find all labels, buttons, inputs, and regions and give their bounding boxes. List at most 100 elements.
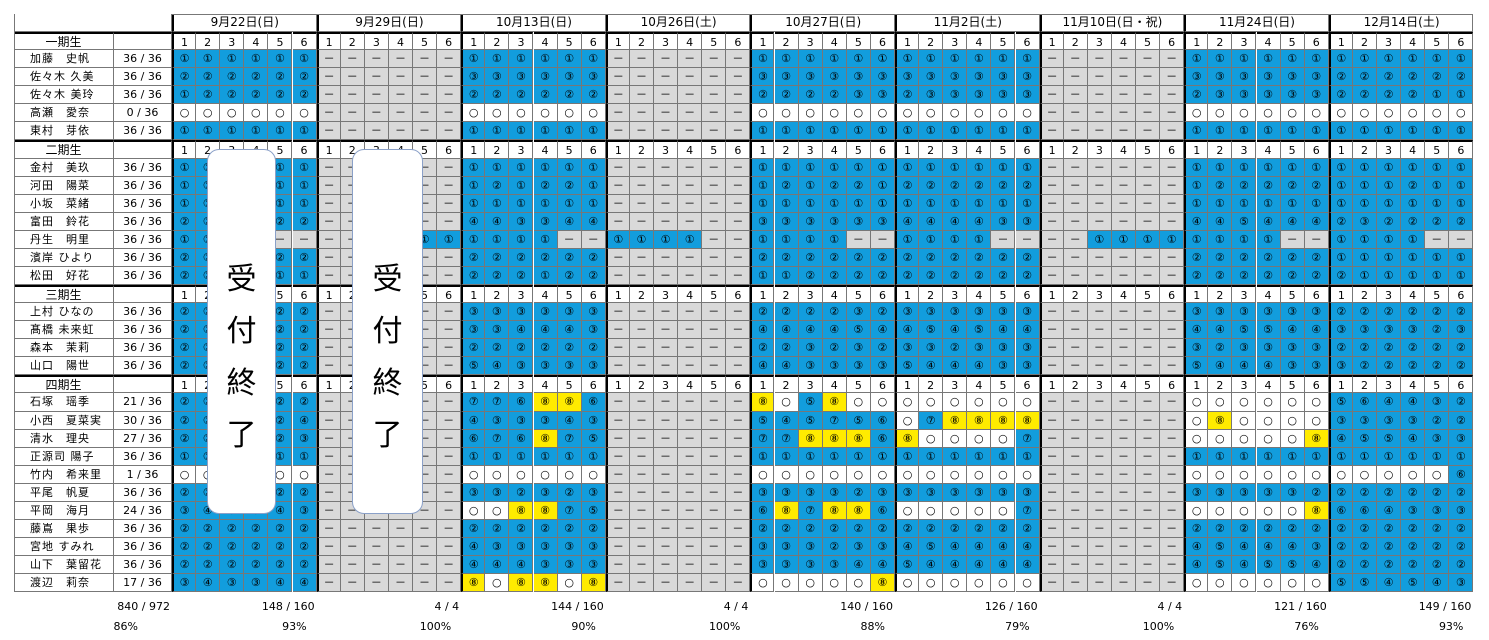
slot-cell: ② bbox=[798, 248, 823, 267]
slot-cell: ③ bbox=[581, 321, 606, 340]
slot-cell: － bbox=[364, 574, 389, 593]
slot-cell: － bbox=[1087, 429, 1112, 448]
slot-cell: ③ bbox=[292, 429, 317, 448]
slot-number: 6 bbox=[1160, 32, 1185, 51]
slot-cell: － bbox=[1087, 483, 1112, 502]
slot-cell: ○ bbox=[1304, 465, 1329, 484]
slot-cell: ① bbox=[1280, 194, 1305, 213]
slot-cell: － bbox=[629, 194, 654, 213]
slot-cell: ② bbox=[798, 86, 823, 105]
slot-cell: ① bbox=[533, 194, 558, 213]
slot-number: 1 bbox=[1184, 32, 1209, 51]
slot-cell: ○ bbox=[774, 393, 799, 412]
slot-cell: ① bbox=[774, 194, 799, 213]
member-name: 佐々木 久美 bbox=[14, 68, 114, 87]
slot-cell: － bbox=[678, 519, 703, 539]
slot-cell: ④ bbox=[750, 321, 775, 340]
slot-cell: － bbox=[654, 483, 679, 502]
slot-cell: ② bbox=[1208, 339, 1233, 358]
slot-cell: － bbox=[726, 230, 751, 249]
slot-cell: ② bbox=[822, 266, 847, 286]
slot-number: 1 bbox=[1184, 140, 1209, 159]
slot-cell: － bbox=[1136, 266, 1161, 286]
slot-cell: － bbox=[316, 501, 341, 520]
slot-cell: ② bbox=[557, 86, 582, 105]
slot-cell: ○ bbox=[822, 465, 847, 484]
slot-cell: － bbox=[1136, 411, 1161, 430]
slot-cell: ① bbox=[1256, 122, 1281, 141]
slot-cell: － bbox=[316, 465, 341, 484]
slot-cell: ⑧ bbox=[533, 429, 558, 448]
slot-cell: ④ bbox=[509, 556, 534, 575]
slot-cell: ○ bbox=[1208, 465, 1233, 484]
slot-cell: － bbox=[605, 411, 630, 430]
slot-cell: － bbox=[388, 68, 413, 87]
slot-cell: － bbox=[629, 447, 654, 466]
slot-cell: － bbox=[1039, 357, 1064, 376]
slot-cell: ① bbox=[967, 50, 992, 69]
slot-cell: ○ bbox=[1401, 465, 1426, 484]
slot-cell: ① bbox=[244, 122, 269, 141]
slot-cell: ⑧ bbox=[581, 574, 606, 593]
slot-cell: ③ bbox=[557, 303, 582, 322]
slot-cell: － bbox=[1111, 465, 1136, 484]
slot-cell: ○ bbox=[1184, 411, 1209, 430]
member-name: 藤嶌 果歩 bbox=[14, 519, 114, 539]
slot-cell: － bbox=[629, 86, 654, 105]
slot-cell: － bbox=[629, 393, 654, 412]
slot-cell: ② bbox=[774, 339, 799, 358]
slot-cell: ① bbox=[870, 194, 895, 213]
slot-cell: － bbox=[629, 104, 654, 123]
slot-cell: ③ bbox=[172, 574, 197, 593]
slot-cell: － bbox=[1039, 266, 1064, 286]
slot-cell: － bbox=[654, 86, 679, 105]
slot-cell: ③ bbox=[533, 212, 558, 231]
slot-cell: － bbox=[1039, 248, 1064, 267]
date-header: 11月24日(日) bbox=[1184, 14, 1329, 33]
slot-cell: ② bbox=[220, 519, 245, 539]
slot-cell: － bbox=[1087, 321, 1112, 340]
slot-number: 5 bbox=[702, 375, 727, 394]
slot-cell: ③ bbox=[533, 483, 558, 502]
slot-cell: ① bbox=[1208, 230, 1233, 249]
slot-cell: ① bbox=[1449, 248, 1474, 267]
slot-cell: ⑦ bbox=[919, 411, 944, 430]
slot-cell: － bbox=[1136, 339, 1161, 358]
slot-number: 1 bbox=[1328, 285, 1353, 304]
slot-number: 3 bbox=[220, 32, 245, 51]
slot-cell: ③ bbox=[1280, 68, 1305, 87]
slot-number: 6 bbox=[1160, 375, 1185, 394]
slot-number: 5 bbox=[1136, 285, 1161, 304]
slot-cell: － bbox=[1160, 447, 1185, 466]
slot-cell: ○ bbox=[1304, 104, 1329, 123]
slot-cell: ③ bbox=[244, 574, 269, 593]
slot-cell: ② bbox=[509, 266, 534, 286]
slot-cell: ⑥ bbox=[509, 429, 534, 448]
member-ratio: 36 / 36 bbox=[114, 122, 172, 141]
generation-ratio-blank bbox=[114, 375, 172, 394]
slot-cell: － bbox=[605, 158, 630, 177]
slot-cell: ① bbox=[967, 158, 992, 177]
slot-cell: ○ bbox=[533, 104, 558, 123]
slot-cell: ① bbox=[557, 122, 582, 141]
slot-cell: － bbox=[364, 556, 389, 575]
callout-char: 終 bbox=[372, 366, 403, 401]
slot-cell: ○ bbox=[1232, 501, 1257, 520]
slot-cell: － bbox=[1160, 212, 1185, 231]
member-ratio: 0 / 36 bbox=[114, 104, 172, 123]
slot-cell: － bbox=[702, 68, 727, 87]
slot-cell: ④ bbox=[292, 411, 317, 430]
slot-cell: ① bbox=[1232, 122, 1257, 141]
slot-cell: － bbox=[1111, 194, 1136, 213]
slot-cell: ○ bbox=[798, 574, 823, 593]
slot-cell: ⑧ bbox=[461, 574, 486, 593]
slot-cell: ③ bbox=[822, 556, 847, 575]
slot-cell: ② bbox=[485, 86, 510, 105]
slot-cell: － bbox=[1160, 248, 1185, 267]
slot-cell: － bbox=[1039, 411, 1064, 430]
slot-cell: ② bbox=[292, 212, 317, 231]
slot-cell: ① bbox=[172, 158, 197, 177]
slot-cell: － bbox=[678, 86, 703, 105]
slot-cell: － bbox=[629, 574, 654, 593]
slot-cell: － bbox=[340, 50, 365, 69]
